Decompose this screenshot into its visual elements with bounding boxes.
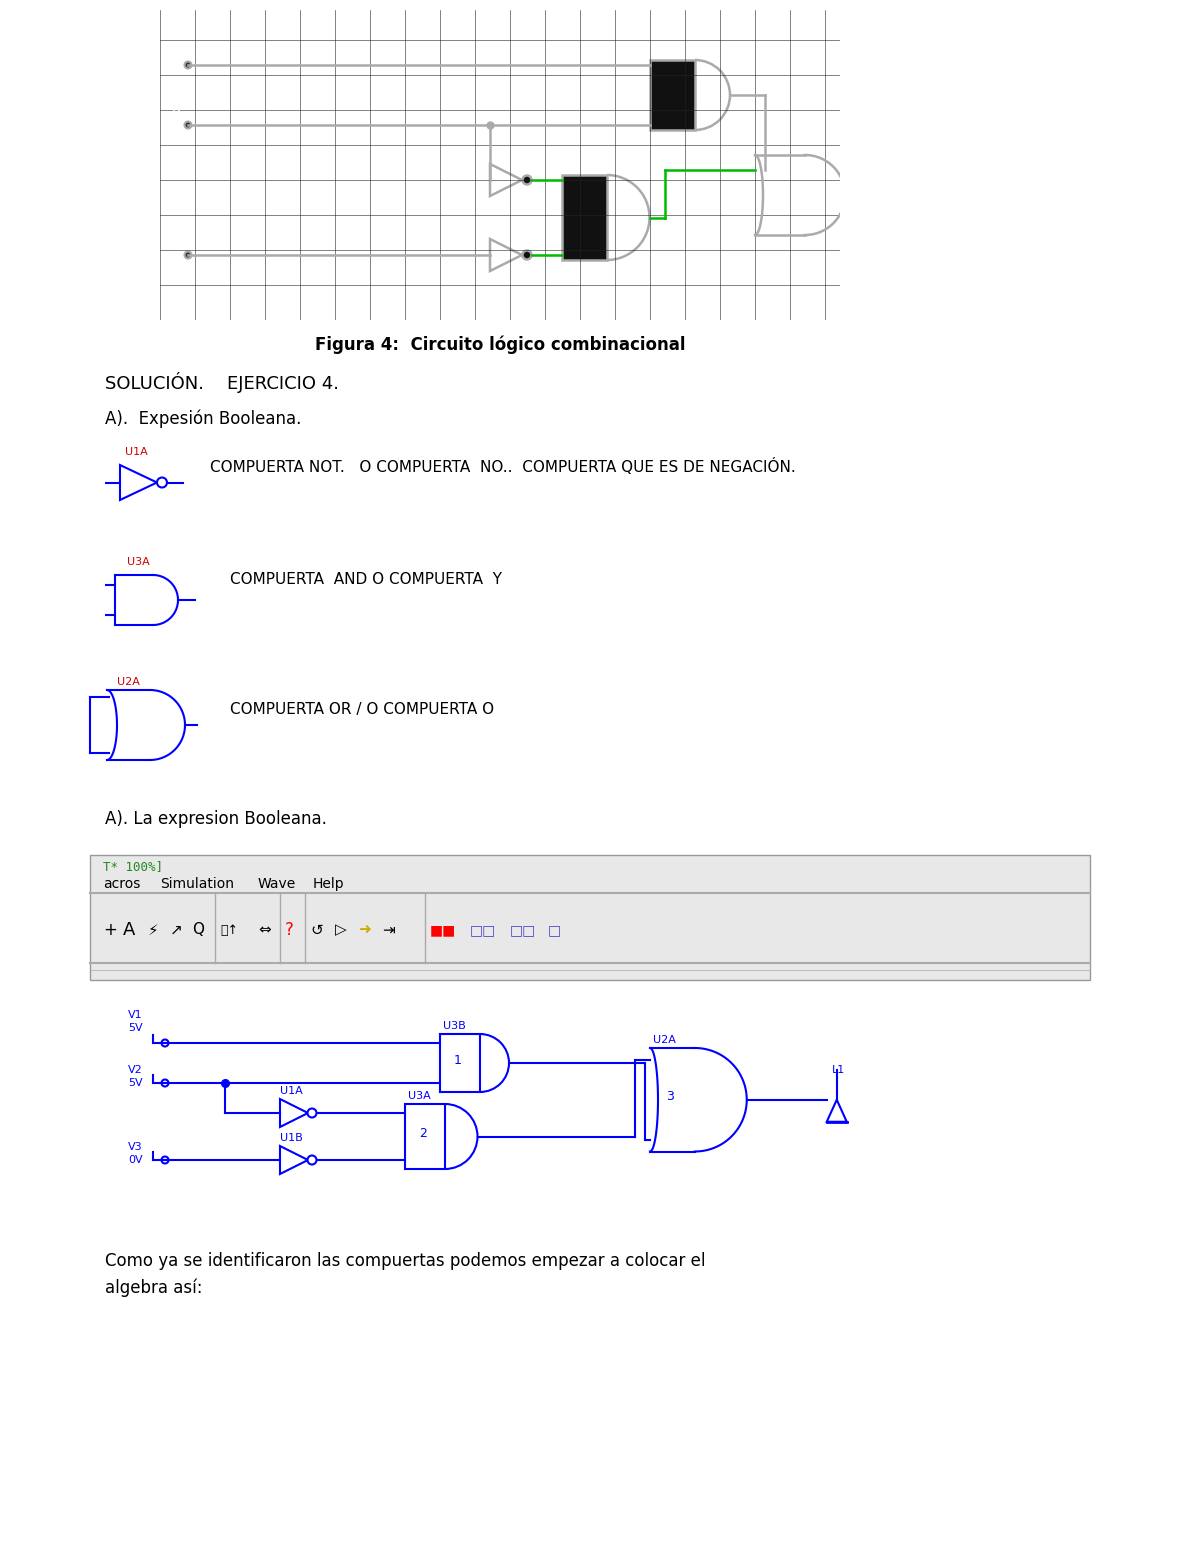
Text: U3B: U3B (443, 1020, 466, 1031)
Text: acros: acros (103, 877, 140, 891)
Text: 3: 3 (666, 1090, 674, 1103)
Text: ➜: ➜ (358, 922, 371, 938)
Bar (650, 61, 695, 130)
Circle shape (307, 1109, 317, 1118)
Text: COMPUERTA  AND O COMPUERTA  Y: COMPUERTA AND O COMPUERTA Y (230, 572, 502, 587)
Circle shape (157, 477, 167, 488)
Text: +: + (103, 921, 116, 940)
Text: U2A: U2A (118, 677, 140, 686)
Text: A: A (124, 921, 136, 940)
Text: L1: L1 (832, 1065, 845, 1075)
Text: 2: 2 (419, 1127, 427, 1140)
Text: 5V: 5V (128, 1023, 143, 1033)
Circle shape (866, 193, 874, 197)
Text: Q: Q (192, 922, 204, 938)
Text: V3: V3 (128, 1141, 143, 1152)
Text: □: □ (548, 922, 562, 936)
Bar (562, 175, 607, 259)
Circle shape (162, 1157, 168, 1163)
Circle shape (162, 1039, 168, 1047)
Text: ↺: ↺ (310, 922, 323, 938)
Text: □□: □□ (470, 922, 497, 936)
Text: B: B (172, 109, 181, 123)
Text: SOLUCIÓN.    EJERCICIO 4.: SOLUCIÓN. EJERCICIO 4. (106, 373, 340, 393)
Text: ▷: ▷ (335, 922, 347, 938)
Bar (90, 856, 1090, 980)
Text: ⚡: ⚡ (148, 922, 158, 938)
Text: Como ya se identificaron las compuertas podemos empezar a colocar el
algebra así: Como ya se identificaron las compuertas … (106, 1252, 706, 1297)
Text: Wave: Wave (258, 877, 296, 891)
Text: U1A: U1A (125, 447, 148, 457)
Circle shape (185, 121, 192, 129)
Bar (406, 1104, 445, 1169)
Circle shape (307, 1155, 317, 1165)
Text: A).  Expesión Booleana.: A). Expesión Booleana. (106, 410, 301, 429)
Text: ⬜↑: ⬜↑ (220, 924, 238, 936)
Text: Y: Y (877, 183, 887, 197)
Text: U2A: U2A (653, 1034, 676, 1045)
Text: C: C (172, 238, 181, 252)
Text: U1B: U1B (280, 1134, 302, 1143)
Circle shape (185, 252, 192, 258)
Circle shape (162, 1079, 168, 1087)
Text: □□: □□ (510, 922, 536, 936)
Text: Simulation: Simulation (160, 877, 234, 891)
Text: COMPUERTA NOT.   O COMPUERTA  NO..  COMPUERTA QUE ES DE NEGACIÓN.: COMPUERTA NOT. O COMPUERTA NO.. COMPUERT… (210, 458, 796, 475)
Circle shape (185, 62, 192, 68)
Text: U3A: U3A (408, 1092, 431, 1101)
Text: ■■: ■■ (430, 922, 456, 936)
Text: ⇔: ⇔ (258, 922, 271, 938)
Text: A: A (172, 48, 181, 62)
Text: U1A: U1A (280, 1086, 302, 1096)
Text: 0V: 0V (128, 1155, 143, 1165)
Text: V1: V1 (128, 1009, 143, 1020)
Text: U3A: U3A (127, 558, 150, 567)
Circle shape (522, 250, 532, 259)
Text: A). La expresion Booleana.: A). La expresion Booleana. (106, 811, 326, 828)
Text: COMPUERTA OR / O COMPUERTA O: COMPUERTA OR / O COMPUERTA O (230, 702, 494, 717)
Bar (440, 1034, 480, 1092)
Text: Figura 4:  Circuito lógico combinacional: Figura 4: Circuito lógico combinacional (314, 335, 685, 354)
Text: ↗: ↗ (170, 922, 182, 938)
Text: 5V: 5V (128, 1078, 143, 1089)
Text: ⇥: ⇥ (382, 922, 395, 938)
Text: ?: ? (286, 921, 294, 940)
Text: T* 100%]: T* 100%] (103, 860, 163, 873)
Text: V2: V2 (128, 1065, 143, 1075)
Text: Help: Help (313, 877, 344, 891)
Text: 1: 1 (454, 1053, 462, 1067)
Circle shape (522, 175, 532, 185)
